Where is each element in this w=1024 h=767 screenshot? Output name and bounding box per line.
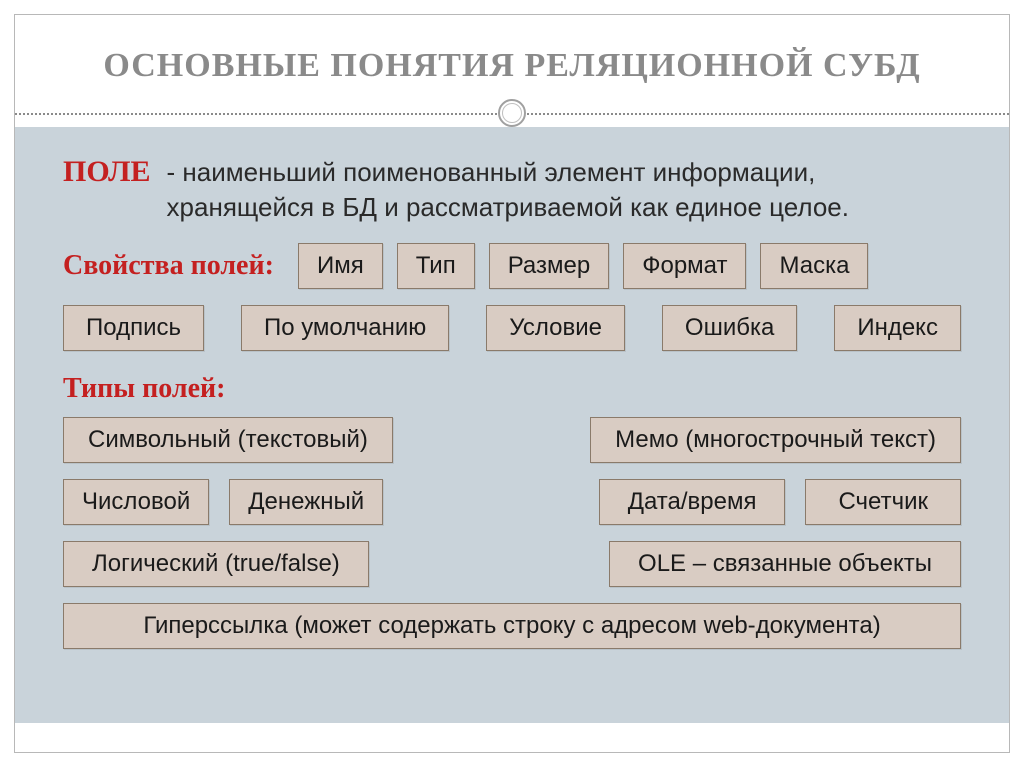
divider [15, 99, 1009, 127]
property-box: Индекс [834, 305, 961, 351]
property-box: Маска [760, 243, 868, 289]
property-box: Размер [489, 243, 610, 289]
properties-row-2: Подпись По умолчанию Условие Ошибка Инде… [63, 305, 961, 351]
property-box: Подпись [63, 305, 204, 351]
property-box: Ошибка [662, 305, 797, 351]
property-box: Тип [397, 243, 475, 289]
title-block: ОСНОВНЫЕ ПОНЯТИЯ РЕЛЯЦИОННОЙ СУБД [15, 15, 1009, 99]
types-row-4: Гиперссылка (может содержать строку с ад… [63, 603, 961, 649]
type-box: Счетчик [805, 479, 961, 525]
property-box: Условие [486, 305, 625, 351]
property-box: Имя [298, 243, 383, 289]
type-box: Дата/время [599, 479, 786, 525]
types-row-2: Числовой Денежный Дата/время Счетчик [63, 479, 961, 525]
type-box: OLE – связанные объекты [609, 541, 961, 587]
property-box: По умолчанию [241, 305, 449, 351]
types-row-3: Логический (true/false) OLE – связанные … [63, 541, 961, 587]
types-row-2-left: Числовой Денежный [63, 479, 383, 525]
types-row-2-right: Дата/время Счетчик [599, 479, 961, 525]
type-box: Символьный (текстовый) [63, 417, 393, 463]
properties-row-1: Свойства полей: Имя Тип Размер Формат Ма… [63, 243, 961, 289]
type-box: Числовой [63, 479, 209, 525]
content-area: ПОЛЕ - наименьший поименованный элемент … [15, 127, 1009, 723]
term-label: ПОЛЕ [63, 155, 151, 189]
divider-circle-icon [498, 99, 526, 127]
types-label-row: Типы полей: [63, 373, 961, 405]
type-box: Логический (true/false) [63, 541, 369, 587]
type-box-hyperlink: Гиперссылка (может содержать строку с ад… [63, 603, 961, 649]
types-row-1: Символьный (текстовый) Мемо (многострочн… [63, 417, 961, 463]
types-label: Типы полей: [63, 373, 225, 404]
definition-row: ПОЛЕ - наименьший поименованный элемент … [63, 155, 961, 225]
slide-frame: ОСНОВНЫЕ ПОНЯТИЯ РЕЛЯЦИОННОЙ СУБД ПОЛЕ -… [14, 14, 1010, 753]
property-box: Формат [623, 243, 746, 289]
type-box: Денежный [229, 479, 383, 525]
properties-label: Свойства полей: [63, 250, 274, 282]
page-title: ОСНОВНЫЕ ПОНЯТИЯ РЕЛЯЦИОННОЙ СУБД [35, 47, 989, 85]
definition-text: - наименьший поименованный элемент инфор… [167, 155, 961, 225]
type-box: Мемо (многострочный текст) [590, 417, 961, 463]
